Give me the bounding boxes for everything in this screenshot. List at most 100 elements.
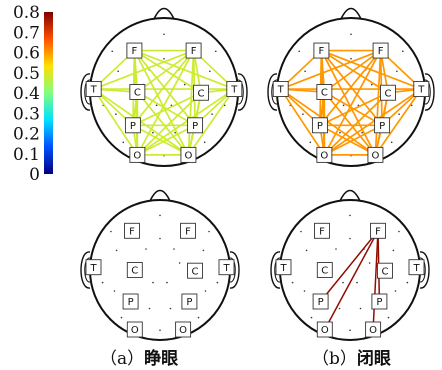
node-label-OL: O xyxy=(131,325,139,336)
electrode-dot xyxy=(203,141,206,144)
connection-PR-OL xyxy=(136,124,196,156)
electrode-dot xyxy=(197,316,200,319)
electrode-dot xyxy=(145,248,147,250)
connection-FL-CR xyxy=(320,49,389,94)
colorbar-gradient xyxy=(44,12,53,174)
connection-TL-OL xyxy=(279,88,326,156)
node-box-FR xyxy=(185,42,202,59)
node-label-PR: P xyxy=(186,297,192,308)
node-box-PL xyxy=(124,117,141,134)
connection-PR-OL xyxy=(323,124,383,156)
connection-FR-CL xyxy=(136,49,195,93)
electrode-dot xyxy=(310,316,313,319)
colorbar-tick-label: 0 xyxy=(29,165,40,185)
connection-PL-OR xyxy=(132,124,190,156)
node-box-OR xyxy=(365,321,382,338)
electrode-dot xyxy=(359,307,362,310)
connection-FL-TR xyxy=(133,49,236,90)
colorbar-tick-label: 0.1 xyxy=(13,145,40,165)
electrode-dot xyxy=(178,262,181,264)
connection-CR-PL xyxy=(319,91,389,127)
node-label-CL: C xyxy=(131,266,138,277)
node-label-FL: F xyxy=(319,226,325,237)
node-box-TR xyxy=(408,259,425,276)
node-box-OR xyxy=(175,321,192,338)
connection-TR-OL xyxy=(323,88,423,156)
connection-FL-OR xyxy=(133,49,190,156)
electrode-dot xyxy=(350,33,352,36)
node-box-CR xyxy=(380,84,396,101)
head-ear-left xyxy=(80,73,91,111)
electrode-dot xyxy=(342,104,345,107)
node-label-TR: T xyxy=(222,263,230,274)
head-ear-left xyxy=(270,251,281,289)
electrode-dot xyxy=(169,307,172,310)
electrode-dot xyxy=(335,248,337,250)
node-box-FR xyxy=(180,222,196,239)
head-ear-inner xyxy=(84,79,91,105)
electrode-dot xyxy=(342,281,344,284)
connection-FR-OR xyxy=(372,230,379,331)
node-box-FL xyxy=(313,42,330,59)
node-box-TR xyxy=(413,81,430,97)
electrode-dot xyxy=(302,113,304,115)
head-panel-a-top: F F T T C C P P O O xyxy=(80,7,248,167)
electrode-dot xyxy=(349,214,351,217)
head-ear-left xyxy=(267,73,278,111)
head-ear-right xyxy=(424,73,435,111)
electrode-dot xyxy=(211,113,213,115)
electrode-dot xyxy=(159,329,161,332)
electrode-dot xyxy=(117,70,119,73)
node-label-TL: T xyxy=(279,263,287,274)
head-panel-b-bottom: F F T T C C P P O O xyxy=(270,189,430,341)
electrode-dot xyxy=(394,290,397,292)
connection-TR-OL xyxy=(136,88,236,156)
electrode-dot xyxy=(300,230,302,233)
node-label-CR: C xyxy=(198,88,205,99)
connection-FR-PL xyxy=(319,49,382,127)
electrode-dot xyxy=(170,104,173,107)
electrode-dot xyxy=(216,281,219,284)
electrode-dot xyxy=(350,57,352,60)
electrode-dot xyxy=(387,316,390,319)
connection-FR-OL xyxy=(323,49,382,156)
node-label-OL: O xyxy=(133,151,141,162)
electrode-dot xyxy=(163,57,165,60)
electrode-dot xyxy=(396,70,398,73)
connection-CL-OR xyxy=(136,91,190,156)
connection-PL-OR xyxy=(319,124,377,156)
head-ear-inner xyxy=(424,79,431,105)
node-label-OR: O xyxy=(179,325,187,336)
node-label-OL: O xyxy=(321,325,329,336)
electrode-dot xyxy=(215,50,217,53)
head-ear-right xyxy=(419,251,430,289)
node-box-CR xyxy=(377,262,393,279)
node-box-TL xyxy=(85,259,102,276)
node-label-FR: F xyxy=(378,46,384,57)
node-label-TL: T xyxy=(90,85,98,96)
node-box-OR xyxy=(367,146,384,163)
node-label-TL: T xyxy=(89,263,97,274)
node-label-TR: T xyxy=(412,263,420,274)
connection-FL-TR xyxy=(320,49,423,90)
head-panels: F F T T C C P P O O F F T T C C P P O O F F T T C C P P O O F F T T C C P P O O xyxy=(80,7,435,341)
node-box-PL xyxy=(122,293,139,310)
node-box-TL xyxy=(275,259,292,276)
colorbar-tick-label: 0.5 xyxy=(13,64,40,84)
colorbar-tick-label: 0.8 xyxy=(13,3,40,23)
head-ear-inner xyxy=(274,257,281,283)
node-label-FR: F xyxy=(185,226,191,237)
electrode-dot xyxy=(155,104,158,107)
electrode-dot xyxy=(370,83,373,86)
caption-b: （b）闭眼 xyxy=(312,344,391,369)
colorbar-tick-label: 0.4 xyxy=(13,84,40,104)
head-ear-inner xyxy=(419,257,426,283)
node-box-OL xyxy=(129,146,146,163)
colorbar-tick-label: 0.3 xyxy=(13,104,40,124)
node-label-OL: O xyxy=(320,151,328,162)
node-label-PL: P xyxy=(318,297,324,308)
electrode-dot xyxy=(113,290,116,292)
node-label-TR: T xyxy=(417,85,425,96)
node-box-PR xyxy=(371,293,388,310)
